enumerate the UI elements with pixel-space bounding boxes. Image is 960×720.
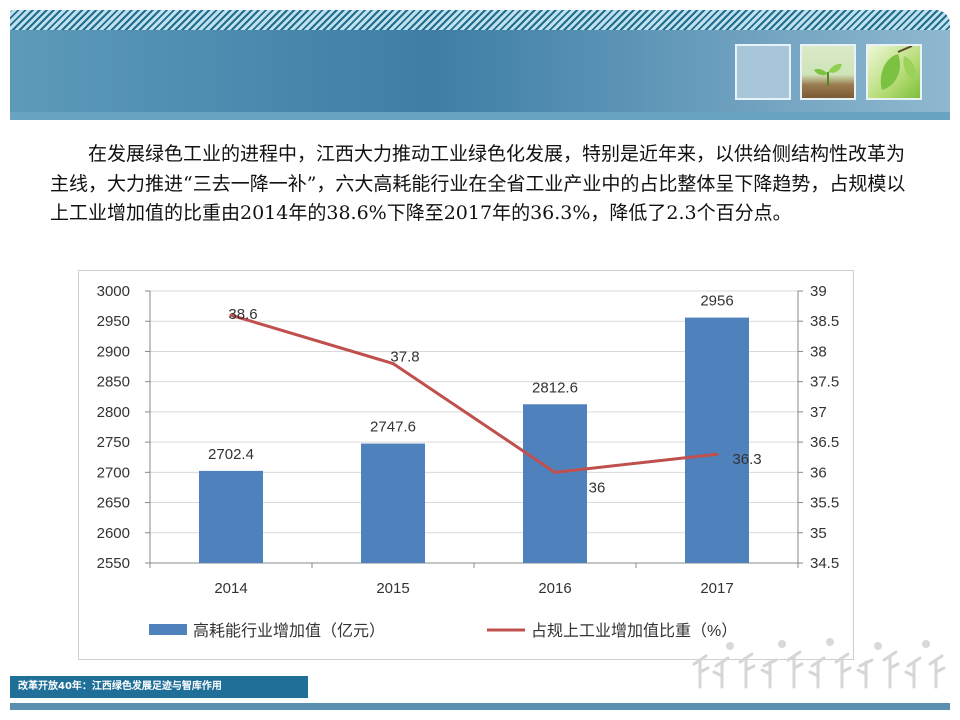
ratio-line bbox=[230, 313, 718, 474]
ratio-point-2015 bbox=[391, 362, 395, 366]
left-axis-tick-label: 2900 bbox=[97, 343, 130, 360]
footer-title-label: 改革开放40年：江西绿色发展足迹与智库作用 bbox=[10, 676, 308, 698]
plant-pattern-decoration bbox=[690, 632, 950, 696]
left-axis-tick-label: 2950 bbox=[97, 313, 130, 330]
bar-2014 bbox=[199, 470, 263, 563]
plain-thumbnail-image bbox=[735, 44, 791, 100]
line-data-label: 37.8 bbox=[390, 349, 419, 366]
left-axis-tick-label: 2600 bbox=[97, 525, 130, 542]
leaf-thumbnail-image bbox=[866, 44, 922, 100]
left-axis-tick-label: 2750 bbox=[97, 434, 130, 451]
bar-2015 bbox=[361, 443, 425, 563]
header-stripe bbox=[10, 10, 950, 30]
line-data-label: 38.6 bbox=[228, 306, 257, 323]
left-axis-tick-label: 3000 bbox=[97, 283, 130, 300]
x-axis-tick-label: 2015 bbox=[376, 580, 409, 597]
x-axis-tick-label: 2016 bbox=[538, 580, 571, 597]
bar-2016 bbox=[523, 404, 587, 563]
chart-frame: 3000 2950 2900 2850 2800 2750 2700 2650 2600 2550… bbox=[78, 270, 854, 660]
title-banner bbox=[10, 30, 950, 112]
combo-chart: 3000 2950 2900 2850 2800 2750 2700 2650 2600 2550… bbox=[97, 283, 840, 640]
left-axis-tick-label: 2650 bbox=[97, 495, 130, 512]
left-axis-tick-label: 2800 bbox=[97, 404, 130, 421]
sprout-thumbnail-image bbox=[800, 44, 856, 100]
line-data-label: 36 bbox=[589, 479, 606, 496]
right-axis-tick-label: 35.5 bbox=[810, 495, 839, 512]
right-axis-tick-label: 34.5 bbox=[810, 555, 839, 572]
x-axis-tick-label: 2017 bbox=[700, 580, 733, 597]
ratio-point-2016 bbox=[553, 470, 557, 474]
right-axis-tick-label: 38.5 bbox=[810, 313, 839, 330]
x-axis-tick-label: 2014 bbox=[214, 580, 247, 597]
right-axis-tick-label: 38 bbox=[810, 343, 827, 360]
ratio-point-2014 bbox=[229, 313, 233, 317]
right-axis-tick-label: 37 bbox=[810, 404, 827, 421]
left-axis-tick-label: 2850 bbox=[97, 374, 130, 391]
legend-bar-swatch bbox=[149, 624, 187, 635]
legend-line-label: 占规上工业增加值比重（%） bbox=[531, 622, 737, 640]
right-axis-tick-label: 39 bbox=[810, 283, 827, 300]
right-axis-tick-label: 35 bbox=[810, 525, 827, 542]
footer-band bbox=[10, 703, 950, 710]
left-axis-tick-label: 2700 bbox=[97, 464, 130, 481]
ratio-point-2017 bbox=[715, 452, 719, 456]
bar-data-label: 2747.6 bbox=[370, 419, 416, 436]
line-data-label: 36.3 bbox=[732, 451, 761, 468]
legend-bar-label: 高耗能行业增加值（亿元） bbox=[193, 622, 385, 640]
bar-data-label: 2812.6 bbox=[532, 379, 578, 396]
bar-data-label: 2956 bbox=[700, 293, 733, 310]
description-paragraph: 在发展绿色工业的进程中，江西大力推动工业绿色化发展，特别是近年来，以供给侧结构性… bbox=[50, 143, 906, 224]
bar-2017 bbox=[685, 317, 749, 563]
bar-data-label: 2702.4 bbox=[208, 446, 254, 463]
right-axis-tick-label: 37.5 bbox=[810, 374, 839, 391]
banner-band bbox=[10, 112, 950, 120]
right-axis-tick-label: 36.5 bbox=[810, 434, 839, 451]
right-axis-tick-label: 36 bbox=[810, 464, 827, 481]
left-axis-tick-label: 2550 bbox=[97, 555, 130, 572]
